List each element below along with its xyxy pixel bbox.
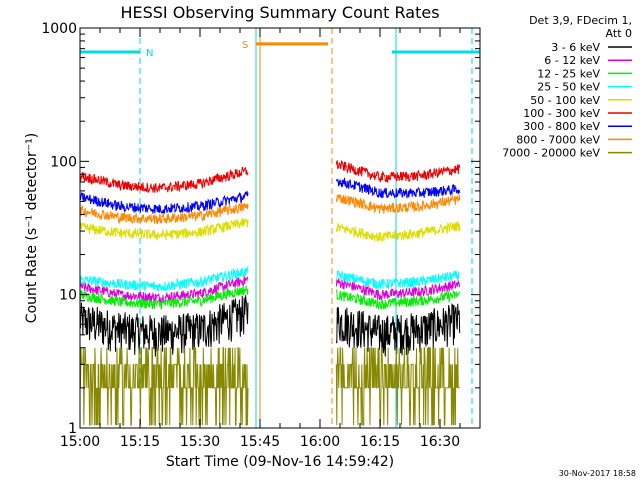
series-line bbox=[335, 278, 461, 301]
series-line bbox=[79, 166, 249, 194]
timestamp: 30-Nov-2017 18:58 bbox=[559, 469, 636, 478]
x-axis-label: Start Time (09-Nov-16 14:59:42) bbox=[166, 454, 394, 470]
legend-entry-label: 12 - 25 keV bbox=[537, 67, 600, 80]
y-tick-label: 10 bbox=[59, 288, 77, 304]
x-tick-label: 15:30 bbox=[180, 434, 220, 450]
series-line bbox=[335, 269, 461, 291]
series-line bbox=[335, 159, 461, 184]
series-line bbox=[335, 194, 461, 214]
x-tick-label: 16:30 bbox=[420, 434, 460, 450]
x-tick-label: 16:00 bbox=[300, 434, 340, 450]
flag-label: S bbox=[242, 40, 248, 51]
flag-bars: NS bbox=[80, 40, 480, 59]
series-line bbox=[335, 177, 461, 199]
y-tick-label: 1 bbox=[68, 421, 77, 437]
series-line bbox=[79, 218, 249, 241]
legend-entry-label: 800 - 7000 keV bbox=[516, 133, 600, 146]
series-line bbox=[335, 347, 460, 426]
chart-title: HESSI Observing Summary Count Rates bbox=[120, 3, 439, 22]
legend-header: Att 0 bbox=[606, 27, 632, 40]
series-line bbox=[79, 190, 249, 214]
legend-entry-label: 25 - 50 keV bbox=[537, 81, 600, 94]
y-tick-label: 1000 bbox=[41, 21, 77, 37]
y-axis-label: Count Rate (s⁻¹ detector⁻¹) bbox=[24, 133, 40, 323]
series-line bbox=[79, 295, 249, 357]
legend-entry-label: 100 - 300 keV bbox=[523, 107, 600, 120]
series-line bbox=[335, 221, 461, 242]
legend-entry-label: 7000 - 20000 keV bbox=[502, 147, 600, 160]
legend-entry-label: 50 - 100 keV bbox=[530, 94, 600, 107]
x-tick-label: 15:45 bbox=[240, 434, 280, 450]
legend-entry-label: 6 - 12 keV bbox=[544, 54, 600, 67]
x-axis-ticks: 15:00 15:15 15:30 15:45 16:00 16:15 16:30 bbox=[60, 28, 481, 450]
series-layer bbox=[79, 159, 461, 426]
series-line bbox=[335, 288, 461, 310]
series-line bbox=[79, 202, 249, 225]
x-tick-label: 15:15 bbox=[120, 434, 160, 450]
y-axis-ticks: 1 10 100 1000 bbox=[41, 21, 480, 437]
series-line bbox=[335, 303, 461, 357]
series-line bbox=[79, 285, 249, 310]
y-tick-label: 100 bbox=[50, 154, 77, 170]
series-line bbox=[79, 266, 249, 292]
x-tick-label: 16:15 bbox=[360, 434, 400, 450]
flag-label: N bbox=[146, 48, 153, 59]
x-tick-label: 15:00 bbox=[60, 434, 100, 450]
legend-header: Det 3,9, FDecim 1, bbox=[529, 14, 632, 27]
series-line bbox=[79, 347, 249, 426]
legend-entry-label: 3 - 6 keV bbox=[551, 41, 600, 54]
legend-entry-label: 300 - 800 keV bbox=[523, 120, 600, 133]
